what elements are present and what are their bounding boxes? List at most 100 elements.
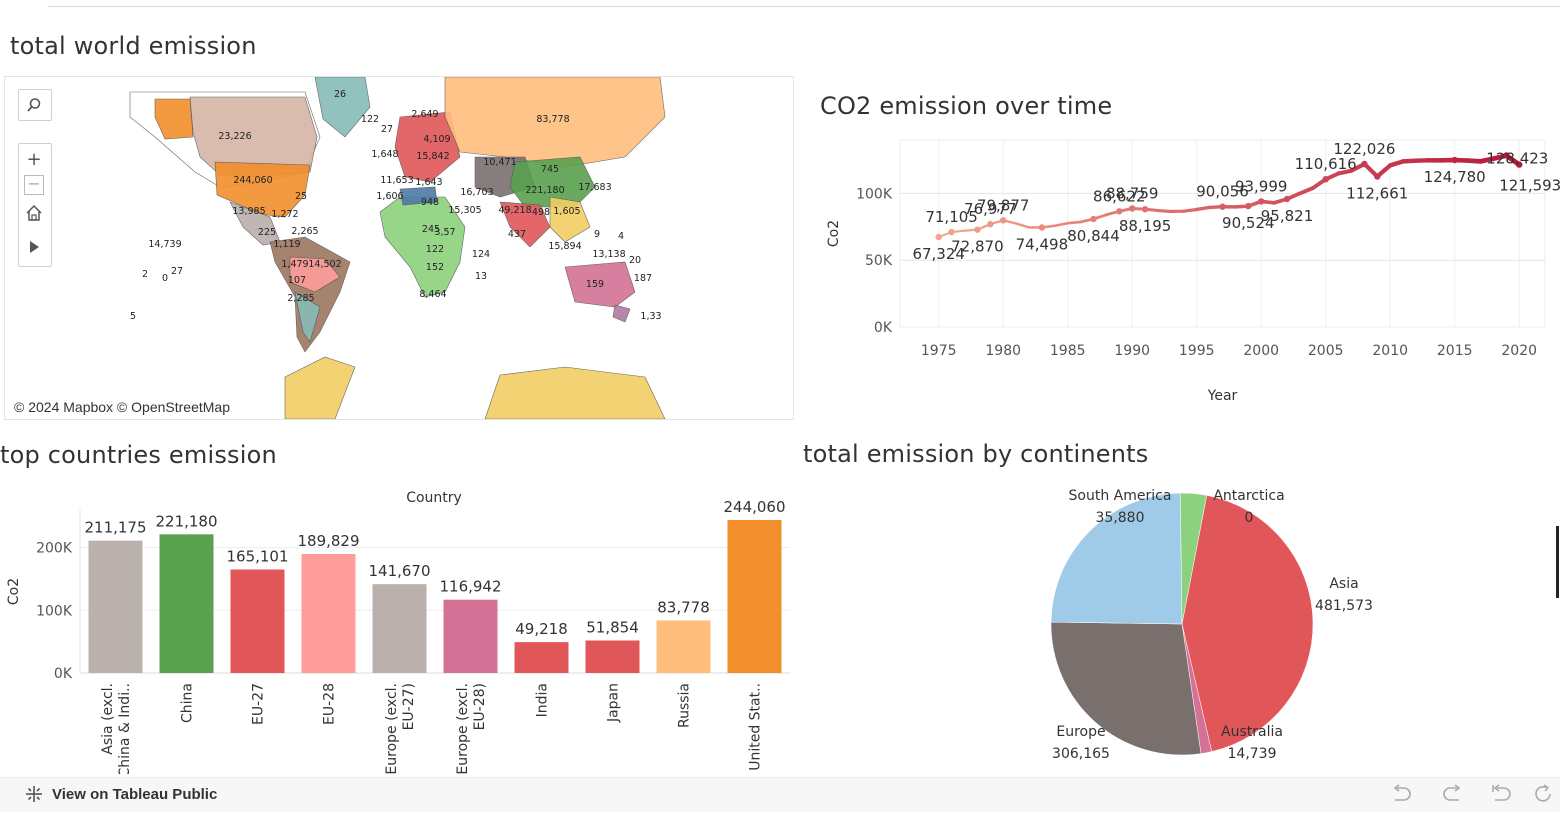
map-canvas[interactable]: 23,226244,06026122272,6494,10983,7781,64… (5, 77, 793, 419)
bar (656, 620, 711, 673)
line-data-label: 112,661 (1346, 185, 1408, 203)
line-data-label: 121,593 (1499, 177, 1560, 195)
map-label: 20 (629, 255, 641, 266)
map-label: 1,605 (553, 206, 580, 217)
line-data-label: 110,616 (1295, 155, 1357, 173)
line-point (1374, 173, 1381, 180)
map-region (294, 291, 321, 343)
line-data-label: 80,844 (1067, 227, 1120, 245)
line-data-label: 90,056 (1196, 183, 1249, 201)
map-label: 2,649 (411, 109, 438, 120)
bar-value-label: 83,778 (657, 598, 710, 616)
bar-category-label: Asia (excl. (100, 683, 116, 755)
bar-value-label: 165,101 (226, 547, 288, 565)
line-y-tick-label: 0K (874, 320, 893, 336)
map-label: 23,226 (218, 131, 251, 142)
zoom-out-icon[interactable]: − (19, 172, 49, 198)
map-label: 27 (381, 124, 393, 135)
line-x-tick-label: 1995 (1179, 343, 1215, 359)
bar (372, 584, 427, 673)
bar-category-label: Russia (677, 683, 693, 728)
map-label: 5 (130, 311, 136, 322)
bar-category-label: EU-27) (401, 683, 417, 730)
line-segment (1066, 220, 1082, 225)
line-x-tick-label: 2020 (1501, 343, 1537, 359)
home-icon[interactable] (19, 200, 49, 226)
world-map[interactable]: 23,226 244,060 26 122 27 2,649 4,109 83,778 1,64… (4, 76, 794, 420)
bar-y-tick-label: 100K (36, 603, 73, 619)
line-data-label: 74,498 (1016, 235, 1069, 253)
undo-icon[interactable] (1388, 782, 1416, 806)
map-label: 83,778 (536, 114, 569, 125)
view-on-tableau-label: View on Tableau Public (52, 785, 218, 803)
pie-label-value: 35,880 (1096, 510, 1145, 526)
line-data-label: 72,870 (951, 238, 1004, 256)
bar-value-label: 244,060 (723, 498, 785, 516)
search-icon[interactable] (19, 92, 49, 118)
line-data-label: 95,821 (1261, 207, 1314, 225)
map-label: 3,57 (434, 227, 455, 238)
bar-chart[interactable]: 211,175 221,180 165,101 189,829 141,670 116,9… (0, 484, 800, 774)
map-label: 13,138 (592, 249, 625, 260)
map-label: 437 (508, 229, 526, 240)
bar-value-label: 211,175 (84, 519, 146, 537)
bar-value-label: 49,218 (515, 620, 568, 638)
line-point (974, 226, 981, 233)
line-segment (1297, 186, 1315, 196)
pie-label-name: Asia (1329, 576, 1358, 592)
bar-value-label: 51,854 (586, 618, 639, 636)
line-point (935, 233, 942, 241)
zoom-in-icon[interactable]: + (26, 148, 42, 170)
line-point (1116, 208, 1123, 215)
line-segment (1053, 221, 1069, 228)
play-icon[interactable] (19, 234, 49, 260)
bar-value-label: 141,670 (368, 562, 430, 580)
map-label: 2,285 (287, 293, 314, 304)
line-chart-title: CO2 emission over time (820, 92, 1113, 120)
bar-y-axis-title: Co2 (6, 578, 22, 605)
redo-icon[interactable] (1438, 782, 1466, 806)
scrollbar-thumb[interactable] (1556, 526, 1559, 598)
line-point (1090, 215, 1097, 223)
pie-chart[interactable]: South America 35,880 Antarctica 0 Asia 481,57… (980, 484, 1480, 774)
line-x-axis-title: Year (1207, 388, 1238, 404)
line-data-label: 90,524 (1222, 214, 1275, 232)
view-on-tableau-link[interactable]: View on Tableau Public (24, 784, 217, 804)
bar-chart-title: top countries emission (0, 441, 277, 469)
map-label: 1,606 (376, 191, 403, 202)
line-point (1516, 161, 1523, 168)
line-point (1451, 156, 1458, 164)
map-title: total world emission (10, 32, 257, 60)
map-region (379, 196, 466, 298)
map-label: 187 (634, 273, 652, 284)
map-label: 16,703 (460, 187, 493, 198)
line-point (948, 228, 955, 236)
line-segment (1336, 168, 1354, 176)
line-data-label: 76,977 (964, 200, 1017, 218)
map-region (499, 201, 551, 248)
line-point (1258, 198, 1265, 205)
refresh-icon[interactable] (1530, 782, 1558, 806)
bar (727, 519, 782, 673)
map-region (154, 98, 194, 140)
revert-icon[interactable] (1488, 782, 1516, 806)
map-label: 26 (334, 89, 346, 100)
map-search-button[interactable] (18, 89, 52, 121)
line-point (1141, 205, 1149, 213)
map-label: 25 (295, 191, 307, 202)
map-label: 107 (288, 275, 306, 286)
map-label: 17,683 (578, 182, 611, 193)
line-point (1129, 205, 1136, 212)
bar-category-label: Europe (excl. (384, 683, 400, 774)
top-divider (48, 6, 1560, 7)
line-segment (1182, 207, 1199, 213)
bar-category-label: Japan (606, 683, 622, 723)
map-label: 13 (475, 271, 487, 282)
map-label: 1,479 (281, 259, 308, 270)
map-region (564, 261, 636, 308)
map-label: 152 (426, 262, 444, 273)
pie-slice (1050, 492, 1183, 625)
pie-slice (1181, 495, 1314, 752)
map-label: 244,060 (233, 175, 272, 186)
